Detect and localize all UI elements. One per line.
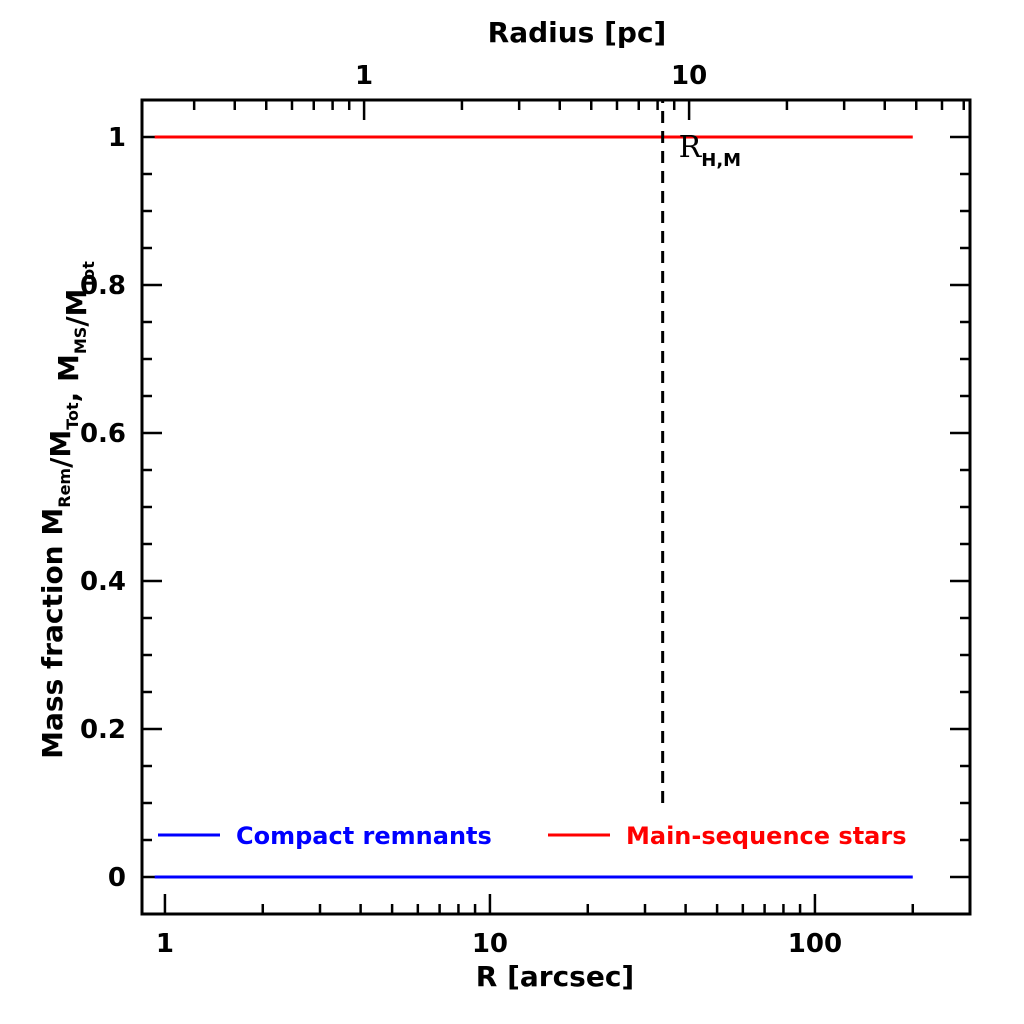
plot-frame-group [140, 98, 972, 916]
legend-label: Compact remnants [236, 822, 492, 850]
legend-label: Main-sequence stars [626, 822, 906, 850]
y-tick-label: 0 [108, 863, 126, 893]
y-axis-title: Mass fraction MRem/MTot, MMS/MTot [36, 261, 98, 759]
legend-group: Compact remnants Main-sequence stars [158, 822, 906, 850]
top-x-tick-label: 1 [355, 61, 373, 91]
vline-group: RH,M [661, 100, 741, 803]
top-x-axis-title: Radius [pc] [488, 16, 667, 49]
y-tick-label: 0.8 [80, 271, 126, 301]
y-tick-label: 1 [108, 123, 126, 153]
x-tick-label: 10 [472, 929, 508, 959]
plot-frame [140, 98, 972, 916]
half-mass-radius-label: RH,M [679, 130, 741, 171]
svg-text:Mass fraction MRem/MTot, MMS: Mass fraction MRem/MTot, MMS/MTot [36, 261, 98, 759]
x-tick-label: 1 [156, 929, 174, 959]
y-tick-label: 0.6 [80, 419, 126, 449]
series-group [154, 135, 913, 879]
x-tick-label: 100 [788, 929, 842, 959]
x-axis-title: R [arcsec] [476, 960, 634, 993]
top-x-tick-label: 10 [671, 61, 707, 91]
y-tick-label: 0.4 [80, 567, 126, 597]
y-tick-label: 0.2 [80, 715, 126, 745]
ticks-group [142, 98, 972, 916]
